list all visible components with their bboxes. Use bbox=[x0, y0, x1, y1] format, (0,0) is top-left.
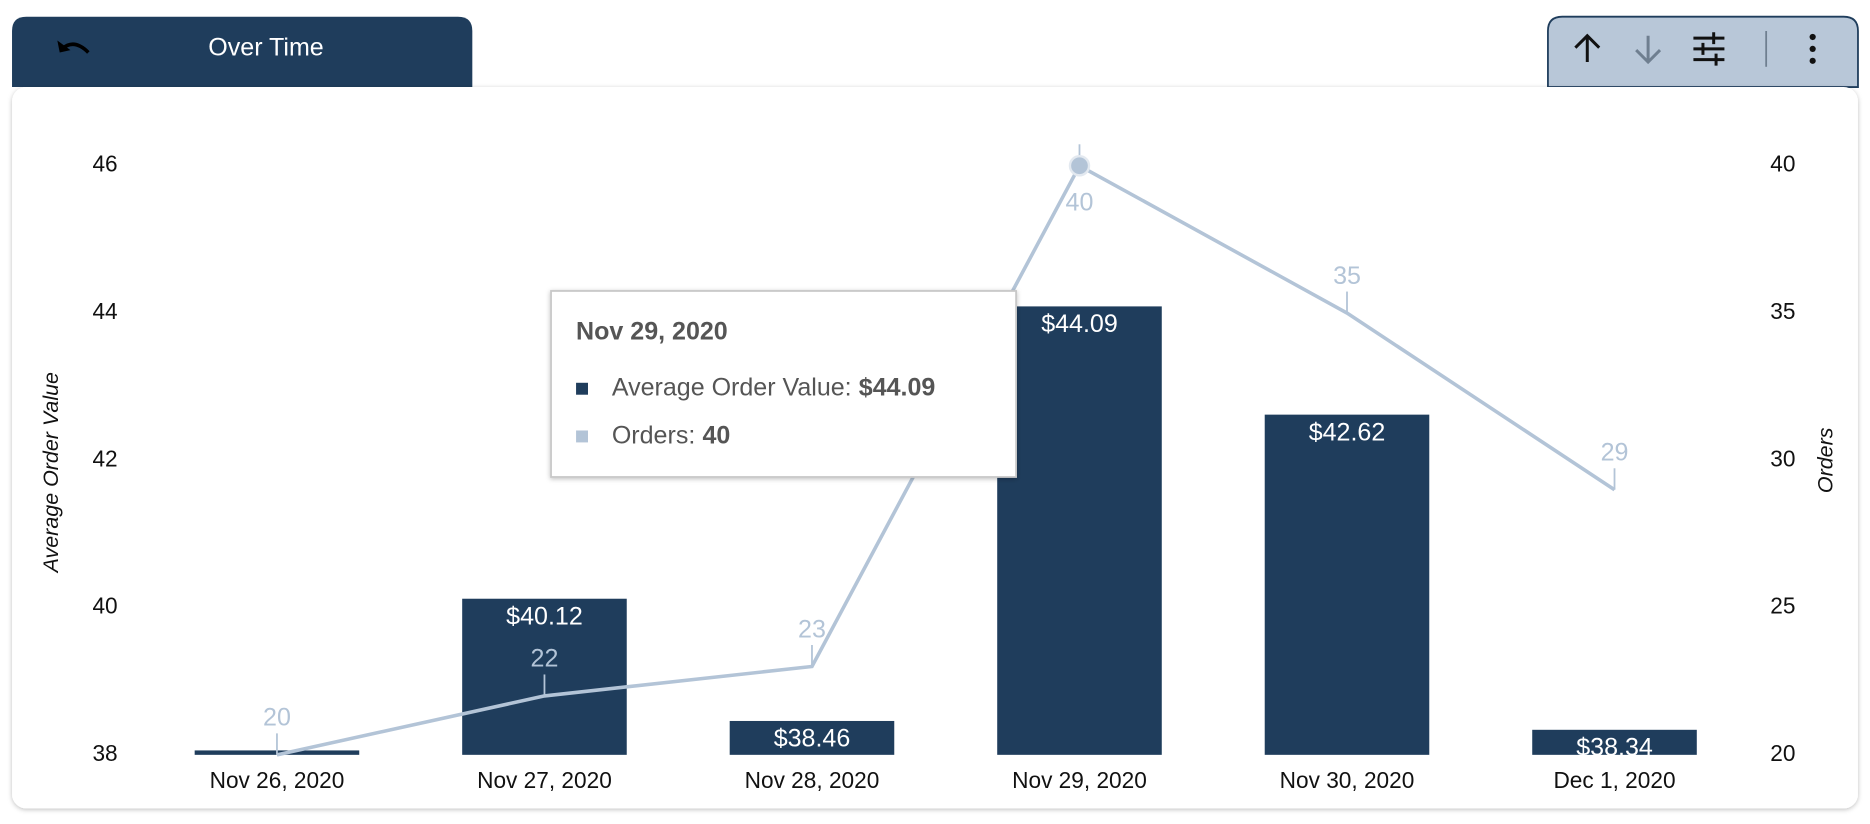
x-tick-label: Nov 30, 2020 bbox=[1280, 767, 1415, 793]
bar bbox=[729, 720, 895, 755]
line-value-label: 20 bbox=[263, 704, 291, 732]
tooltip-item-label: Average Order Value: bbox=[612, 373, 852, 401]
undo-button[interactable] bbox=[57, 40, 90, 54]
bar-value-label: $38.46 bbox=[774, 725, 851, 753]
tooltip-swatch bbox=[576, 382, 588, 395]
tooltip-item-label: Orders: bbox=[612, 421, 695, 449]
tooltip-box bbox=[550, 290, 1017, 478]
bar-value-label: $44.09 bbox=[1041, 310, 1118, 338]
line-value-label: 29 bbox=[1601, 439, 1629, 467]
y-tick-label: 38 bbox=[92, 740, 117, 766]
bar bbox=[1264, 414, 1430, 755]
y2-tick-label: 25 bbox=[1770, 593, 1795, 619]
line-value-label: 40 bbox=[1066, 189, 1094, 217]
line-value-label: 22 bbox=[531, 645, 559, 673]
line-value-label: 35 bbox=[1333, 262, 1361, 290]
tooltip-item: Orders: 40 bbox=[612, 421, 730, 449]
filter-button[interactable] bbox=[1693, 32, 1725, 66]
tooltip-swatch bbox=[576, 430, 588, 443]
bar bbox=[1532, 729, 1697, 755]
bar bbox=[997, 306, 1162, 755]
tooltip-title: Nov 29, 2020 bbox=[576, 317, 728, 345]
bar-value-label: $40.12 bbox=[506, 602, 583, 630]
y-axis-title: Average Order Value bbox=[39, 372, 63, 574]
title-tab bbox=[12, 16, 473, 88]
sort-up-button[interactable] bbox=[1574, 33, 1601, 63]
y-tick-label: 42 bbox=[92, 445, 117, 471]
highlighted-point bbox=[1068, 155, 1091, 177]
y2-axis-title: Orders bbox=[1814, 427, 1838, 493]
y-tick-label: 44 bbox=[92, 298, 117, 324]
chart-title: Over Time bbox=[208, 34, 323, 62]
line-value-label: 23 bbox=[798, 615, 826, 643]
x-tick-label: Nov 29, 2020 bbox=[1012, 767, 1147, 793]
bar-value-label: $38.34 bbox=[1576, 733, 1653, 761]
tooltip-item-value: 40 bbox=[702, 421, 730, 449]
y2-tick-label: 30 bbox=[1770, 445, 1795, 471]
y2-tick-label: 40 bbox=[1770, 151, 1795, 177]
x-tick-label: Dec 1, 2020 bbox=[1553, 767, 1675, 793]
tooltip-item: Average Order Value: $44.09 bbox=[612, 373, 936, 401]
y2-tick-label: 20 bbox=[1770, 740, 1795, 766]
y-tick-label: 40 bbox=[92, 593, 117, 619]
plot-area: 38 40 42 44 46 20 25 30 35 40 Average Order Value O… bbox=[39, 144, 1838, 793]
y2-tick-label: 35 bbox=[1770, 298, 1795, 324]
x-tick-label: Nov 28, 2020 bbox=[745, 767, 880, 793]
y-tick-label: 46 bbox=[92, 151, 117, 177]
x-tick-label: Nov 26, 2020 bbox=[210, 767, 345, 793]
more-menu-button[interactable] bbox=[1809, 33, 1816, 64]
tooltip: Nov 29, 2020 Average Order Value: $44.09 Or… bbox=[550, 290, 1017, 478]
sort-down-button[interactable] bbox=[1635, 35, 1662, 65]
tooltip-item-value: $44.09 bbox=[859, 373, 936, 401]
bar-value-label: $42.62 bbox=[1309, 418, 1386, 446]
x-tick-label: Nov 27, 2020 bbox=[477, 767, 612, 793]
